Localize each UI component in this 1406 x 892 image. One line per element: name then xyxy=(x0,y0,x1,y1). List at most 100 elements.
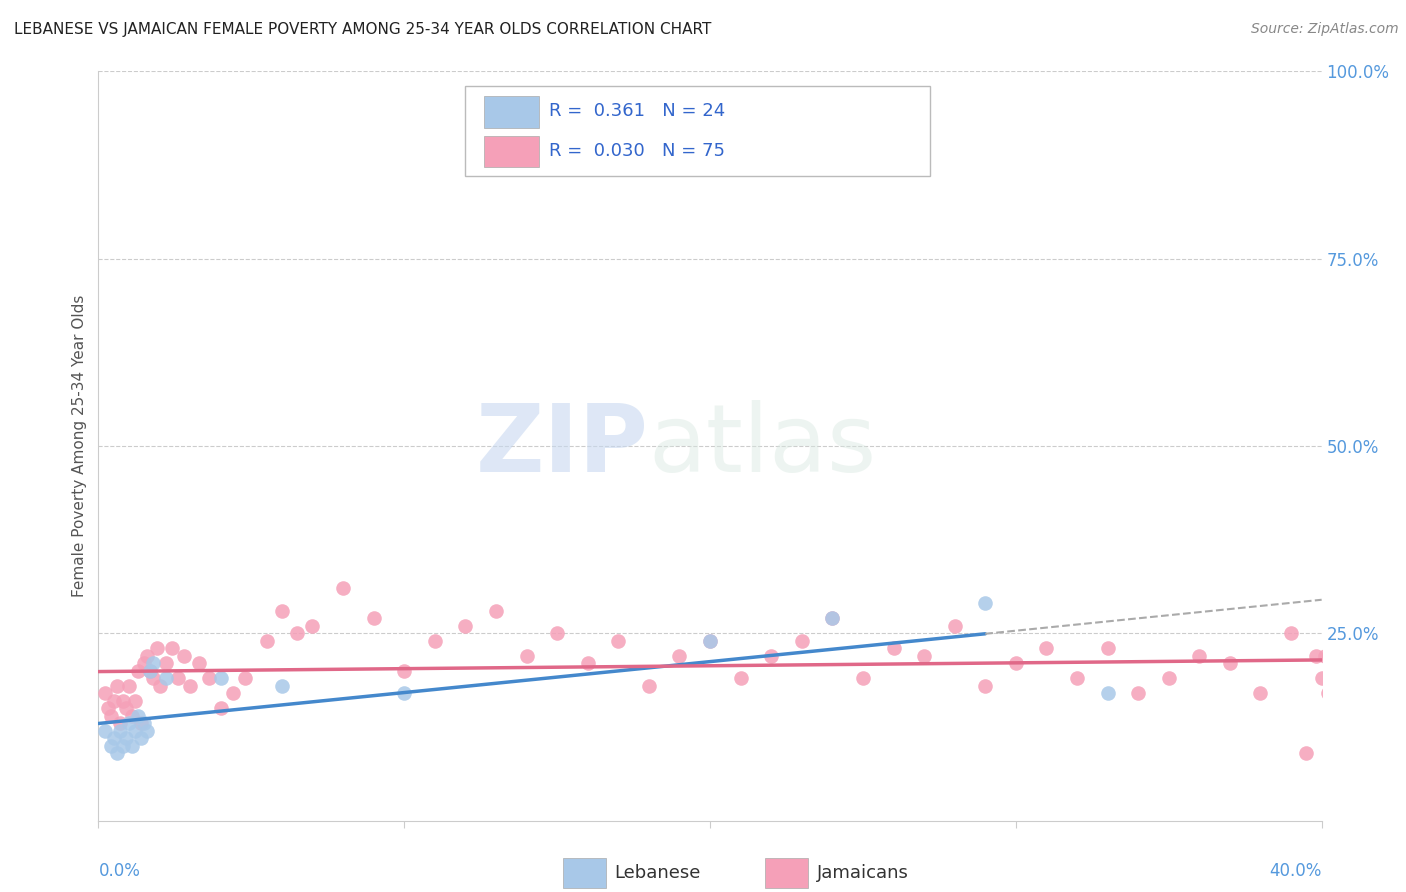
Point xyxy=(1066,671,1088,685)
Point xyxy=(100,739,122,753)
Point xyxy=(134,657,156,671)
Bar xyxy=(484,136,538,168)
Point xyxy=(1128,686,1150,700)
Point xyxy=(145,641,167,656)
Point xyxy=(222,686,245,700)
Point xyxy=(111,739,134,753)
Point xyxy=(974,679,997,693)
Point xyxy=(270,604,292,618)
Point xyxy=(974,596,997,610)
Bar xyxy=(564,858,606,888)
Point xyxy=(124,694,146,708)
Point xyxy=(115,701,138,715)
Point xyxy=(392,686,416,700)
Point xyxy=(142,657,165,671)
Text: Lebanese: Lebanese xyxy=(614,864,702,882)
Point xyxy=(1320,536,1343,550)
Point xyxy=(129,716,152,731)
Point xyxy=(912,648,935,663)
Point xyxy=(1097,641,1119,656)
Point xyxy=(160,641,183,656)
Point xyxy=(699,633,721,648)
Point xyxy=(93,723,115,738)
Point xyxy=(730,671,752,685)
Point xyxy=(173,648,195,663)
Point xyxy=(821,611,844,625)
Text: 40.0%: 40.0% xyxy=(1270,862,1322,880)
Point xyxy=(1313,648,1336,663)
Bar xyxy=(484,96,538,128)
Point xyxy=(699,633,721,648)
Point xyxy=(1329,648,1351,663)
Point xyxy=(136,648,159,663)
Point xyxy=(883,641,905,656)
Point xyxy=(454,619,477,633)
Point xyxy=(188,657,211,671)
Point xyxy=(1316,686,1339,700)
Point xyxy=(105,679,128,693)
Point xyxy=(576,657,599,671)
Point xyxy=(197,671,219,685)
Point xyxy=(97,701,120,715)
Point xyxy=(121,739,143,753)
Point xyxy=(1323,694,1346,708)
Point xyxy=(759,648,782,663)
Text: LEBANESE VS JAMAICAN FEMALE POVERTY AMONG 25-34 YEAR OLDS CORRELATION CHART: LEBANESE VS JAMAICAN FEMALE POVERTY AMON… xyxy=(14,22,711,37)
Point xyxy=(100,708,122,723)
Point xyxy=(108,723,131,738)
Point xyxy=(155,657,177,671)
Point xyxy=(256,633,278,648)
Point xyxy=(103,731,125,746)
Point xyxy=(139,664,162,678)
Point xyxy=(423,633,446,648)
Text: 0.0%: 0.0% xyxy=(98,862,141,880)
Point xyxy=(1219,657,1241,671)
Y-axis label: Female Poverty Among 25-34 Year Olds: Female Poverty Among 25-34 Year Olds xyxy=(72,295,87,597)
Point xyxy=(1004,657,1026,671)
Point xyxy=(1035,641,1057,656)
Point xyxy=(363,611,385,625)
Point xyxy=(115,731,138,746)
Point xyxy=(332,582,354,596)
Point xyxy=(546,626,568,640)
Point xyxy=(1188,648,1211,663)
Point xyxy=(1310,671,1333,685)
Point xyxy=(1097,686,1119,700)
Point xyxy=(142,671,165,685)
Point xyxy=(285,626,308,640)
Point xyxy=(301,619,323,633)
Point xyxy=(105,746,128,760)
Point xyxy=(209,701,232,715)
Text: Source: ZipAtlas.com: Source: ZipAtlas.com xyxy=(1251,22,1399,37)
Point xyxy=(270,679,292,693)
Point xyxy=(127,708,149,723)
Point xyxy=(1279,626,1302,640)
Point xyxy=(209,671,232,685)
Point xyxy=(1249,686,1271,700)
Text: atlas: atlas xyxy=(650,400,877,492)
Point xyxy=(93,686,115,700)
Point xyxy=(136,723,159,738)
Point xyxy=(1157,671,1180,685)
Text: R =  0.361   N = 24: R = 0.361 N = 24 xyxy=(548,102,725,120)
Point xyxy=(607,633,630,648)
Text: R =  0.030   N = 75: R = 0.030 N = 75 xyxy=(548,142,724,160)
Point xyxy=(111,694,134,708)
Point xyxy=(516,648,538,663)
Point xyxy=(155,671,177,685)
Point xyxy=(852,671,875,685)
Point xyxy=(1326,716,1348,731)
Point xyxy=(118,679,141,693)
Point xyxy=(233,671,256,685)
Point xyxy=(392,664,416,678)
Point xyxy=(1305,648,1327,663)
Point xyxy=(129,731,152,746)
Point xyxy=(179,679,201,693)
Point xyxy=(124,723,146,738)
Point xyxy=(821,611,844,625)
Point xyxy=(668,648,690,663)
Point xyxy=(167,671,190,685)
Text: Jamaicans: Jamaicans xyxy=(817,864,908,882)
Bar xyxy=(765,858,808,888)
Point xyxy=(149,679,172,693)
